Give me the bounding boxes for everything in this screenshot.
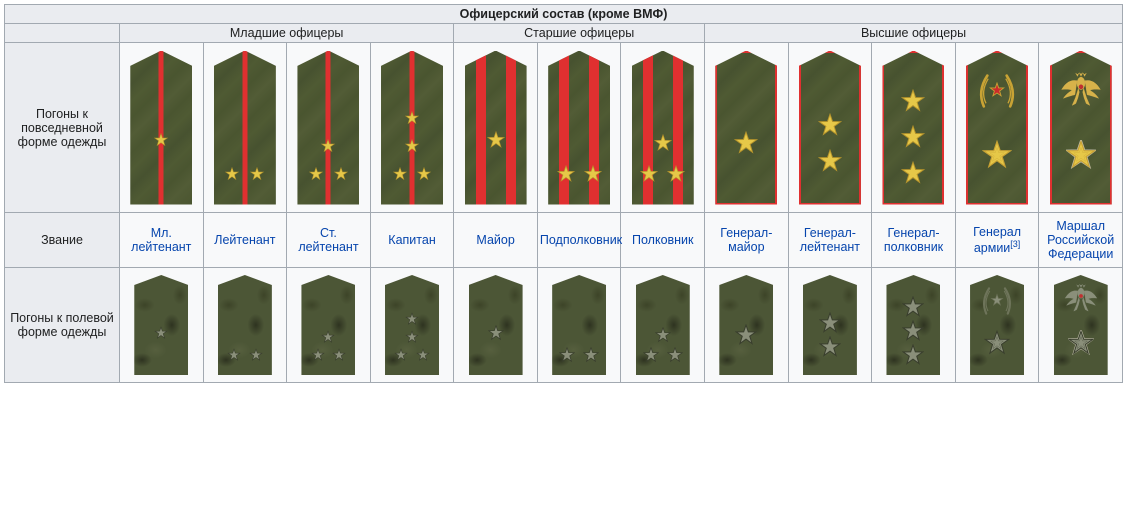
rank-link-polk[interactable]: Полковник (632, 233, 694, 247)
row-label-field: Погоны к полевой форме одежды (5, 268, 120, 383)
rank-link-gen_major[interactable]: Генерал-майор (720, 226, 772, 254)
service-insignia-gen_polk (872, 43, 956, 213)
rank-label-gen_polk: Генерал-полковник (872, 213, 956, 268)
service-insignia-gen_armii (955, 43, 1039, 213)
field-insignia-major (454, 268, 538, 383)
rank-link-podpolk[interactable]: Подполковник (540, 233, 622, 247)
row-label-service: Погоны к повседневной форме одежды (5, 43, 120, 213)
service-insignia-major (454, 43, 538, 213)
service-insignia-leyt (203, 43, 287, 213)
rank-link-st_leyt[interactable]: Ст. лейтенант (298, 226, 358, 254)
rank-link-leyt[interactable]: Лейтенант (214, 233, 275, 247)
field-insignia-marshal (1039, 268, 1123, 383)
field-insignia-leyt (203, 268, 287, 383)
group-header: Высшие офицеры (705, 24, 1123, 43)
title-row: Офицерский состав (кроме ВМФ) (5, 5, 1123, 24)
rank-label-marshal: Маршал Российской Федерации (1039, 213, 1123, 268)
rank-label-gen_armii: Генерал армии[3] (955, 213, 1039, 268)
service-insignia-gen_major (705, 43, 789, 213)
ranks-table: Офицерский состав (кроме ВМФ) Младшие оф… (4, 4, 1123, 383)
field-insignia-kapitan (370, 268, 454, 383)
footnote-link[interactable]: [3] (1010, 239, 1020, 249)
rank-link-marshal[interactable]: Маршал Российской Федерации (1047, 219, 1114, 261)
group-header: Младшие офицеры (120, 24, 454, 43)
field-row: Погоны к полевой форме одежды (5, 268, 1123, 383)
rank-link-gen_polk[interactable]: Генерал-полковник (884, 226, 943, 254)
spacer (5, 24, 120, 43)
field-insignia-polk (621, 268, 705, 383)
group-header: Старшие офицеры (454, 24, 705, 43)
rank-label-leyt: Лейтенант (203, 213, 287, 268)
rank-label-ml_leyt: Мл. лейтенант (120, 213, 204, 268)
service-insignia-gen_leyt (788, 43, 872, 213)
rank-link-major[interactable]: Майор (476, 233, 514, 247)
rank-label-polk: Полковник (621, 213, 705, 268)
service-insignia-polk (621, 43, 705, 213)
service-insignia-marshal (1039, 43, 1123, 213)
row-label-rank: Звание (5, 213, 120, 268)
service-insignia-ml_leyt (120, 43, 204, 213)
table-title: Офицерский состав (кроме ВМФ) (5, 5, 1123, 24)
rank-label-kapitan: Капитан (370, 213, 454, 268)
rank-label-gen_leyt: Генерал-лейтенант (788, 213, 872, 268)
service-row: Погоны к повседневной форме одежды (5, 43, 1123, 213)
rank-label-gen_major: Генерал-майор (705, 213, 789, 268)
field-insignia-gen_armii (955, 268, 1039, 383)
field-insignia-gen_major (705, 268, 789, 383)
group-row: Младшие офицеры Старшие офицеры Высшие о… (5, 24, 1123, 43)
rank-link-ml_leyt[interactable]: Мл. лейтенант (131, 226, 191, 254)
field-insignia-gen_polk (872, 268, 956, 383)
service-insignia-podpolk (537, 43, 621, 213)
field-insignia-gen_leyt (788, 268, 872, 383)
field-insignia-ml_leyt (120, 268, 204, 383)
service-insignia-kapitan (370, 43, 454, 213)
field-insignia-podpolk (537, 268, 621, 383)
field-insignia-st_leyt (287, 268, 371, 383)
rank-label-podpolk: Подполковник (537, 213, 621, 268)
rank-link-gen_leyt[interactable]: Генерал-лейтенант (800, 226, 860, 254)
rank-label-major: Майор (454, 213, 538, 268)
service-insignia-st_leyt (287, 43, 371, 213)
rank-label-st_leyt: Ст. лейтенант (287, 213, 371, 268)
rank-row: Звание Мл. лейтенант Лейтенант Ст. лейтена… (5, 213, 1123, 268)
rank-link-kapitan[interactable]: Капитан (388, 233, 435, 247)
